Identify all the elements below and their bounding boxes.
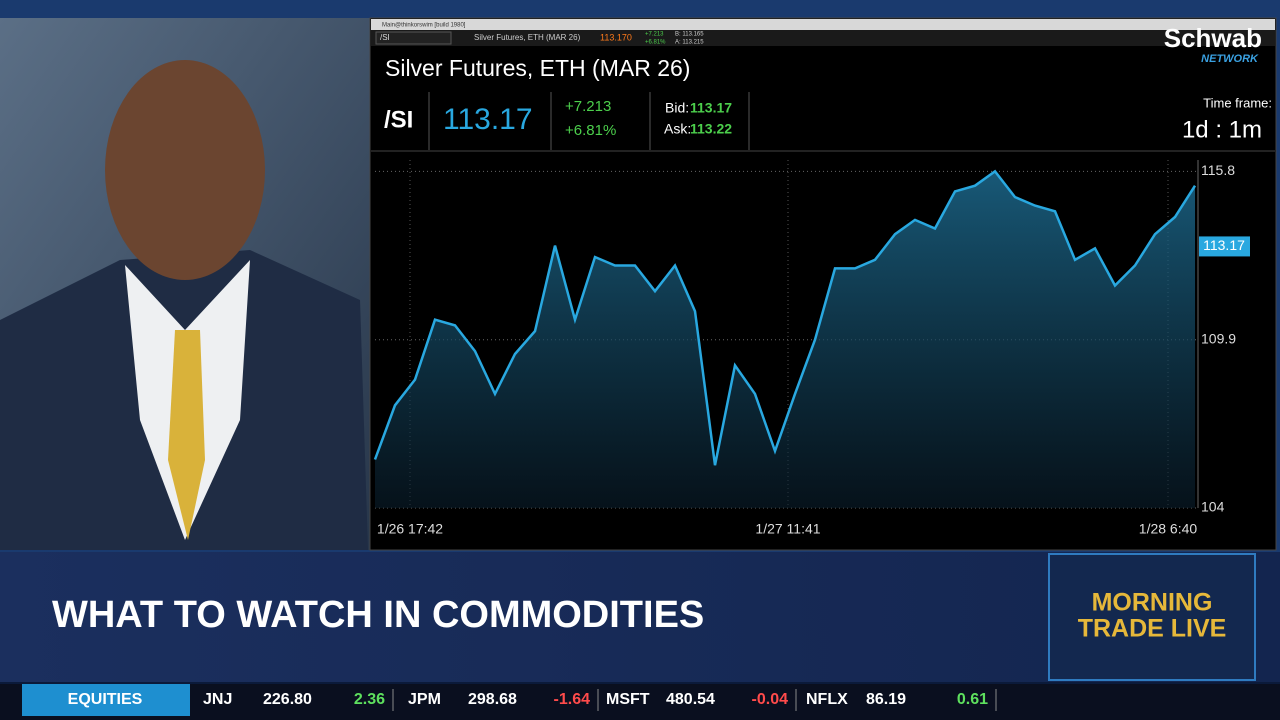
x-tick-label: 1/26 17:42 — [377, 521, 443, 537]
ticker-price: 226.80 — [263, 691, 312, 708]
bid-label: Bid: — [665, 100, 689, 116]
ticker-price: 480.54 — [666, 691, 715, 708]
quote-title: Silver Futures, ETH (MAR 26) — [385, 55, 690, 81]
toolbar-symbol: /SI — [380, 33, 390, 42]
ticker-symbol: MSFT — [606, 691, 650, 708]
ticker-change: -0.04 — [752, 691, 789, 708]
toolbar-name: Silver Futures, ETH (MAR 26) — [474, 33, 581, 42]
ticker-symbol: NFLX — [806, 691, 848, 708]
price-area — [375, 171, 1195, 508]
logo-sub: NETWORK — [1201, 53, 1259, 65]
logo-name: Schwab — [1164, 23, 1262, 53]
ticker-symbol: JNJ — [203, 691, 232, 708]
quote-symbol: /SI — [384, 106, 413, 133]
toolbar-last: 113.170 — [600, 32, 632, 42]
bid-value: 113.17 — [690, 100, 732, 116]
quote-change: +7.213 — [565, 98, 611, 115]
ticker-bar — [0, 684, 1280, 720]
price-chart: 104 109.9 115.8 1/26 17:42 1/27 11:41 1/28 6:… — [373, 160, 1250, 537]
show-logo — [1048, 553, 1256, 681]
x-tick-label: 1/27 11:41 — [755, 521, 820, 537]
last-price-label: 113.17 — [1203, 237, 1245, 253]
show-line2: TRADE LIVE — [1078, 615, 1227, 643]
ticker-price: 298.68 — [468, 691, 517, 708]
quote-last: 113.17 — [443, 103, 533, 136]
timeframe-label: Time frame: — [1203, 95, 1272, 110]
timeframe-value: 1d : 1m — [1182, 116, 1262, 143]
symbol-box[interactable] — [375, 31, 452, 45]
toolbar-change: +7.213 — [645, 32, 664, 38]
toolbar-percent: +6.81% — [645, 40, 666, 46]
ticker-change: -1.64 — [554, 691, 591, 708]
ticker-price: 86.19 — [866, 691, 906, 708]
presenter-tie — [168, 330, 205, 540]
quote-percent: +6.81% — [565, 122, 616, 139]
presenter-face — [105, 60, 265, 280]
ask-label: Ask: — [664, 121, 691, 137]
window-title: Main@thinkorswim [build 1980] — [382, 23, 466, 29]
ticker-change: 2.36 — [354, 691, 385, 708]
toolbar — [371, 30, 1275, 46]
toolbar-bid: B: 113.165 — [675, 32, 704, 38]
ask-value: 113.22 — [690, 121, 732, 137]
last-price-box — [1199, 236, 1250, 257]
y-tick-label: 115.8 — [1201, 162, 1235, 178]
ticker-section — [22, 684, 190, 716]
y-tick-label: 109.9 — [1201, 330, 1236, 346]
price-line — [373, 169, 1197, 466]
ticker-items: JNJ 226.80 2.36 JPM 298.68 -1.64 MSFT 480.54 -0.… — [203, 689, 997, 711]
y-tick-label: 104 — [1201, 499, 1225, 515]
title-bar — [371, 19, 1275, 30]
x-tick-label: 1/28 6:40 — [1139, 521, 1198, 537]
ticker-symbol: JPM — [408, 691, 441, 708]
ticker-change: 0.61 — [957, 691, 988, 708]
ticker-label: EQUITIES — [68, 691, 143, 708]
headline: WHAT TO WATCH IN COMMODITIES — [52, 594, 704, 636]
show-line1: MORNING — [1092, 589, 1213, 617]
toolbar-ask: A: 113.215 — [675, 40, 704, 46]
